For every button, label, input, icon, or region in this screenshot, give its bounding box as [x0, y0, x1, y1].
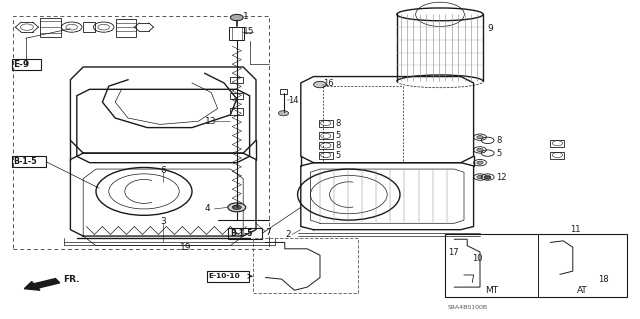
Text: 18: 18 — [598, 275, 609, 284]
Circle shape — [477, 175, 483, 179]
Bar — [12, 156, 46, 167]
Bar — [228, 228, 262, 239]
Bar — [83, 22, 95, 32]
Text: MT: MT — [484, 286, 498, 295]
Text: 5: 5 — [335, 151, 340, 160]
Text: 6: 6 — [161, 166, 166, 175]
Circle shape — [314, 81, 326, 88]
Bar — [230, 77, 243, 83]
Circle shape — [232, 205, 241, 210]
Text: FR.: FR. — [63, 275, 79, 284]
Circle shape — [228, 203, 246, 212]
Circle shape — [484, 175, 491, 179]
Text: S9A4B0100B: S9A4B0100B — [448, 305, 488, 310]
Text: 12: 12 — [496, 173, 506, 182]
Bar — [550, 152, 564, 159]
Text: 2: 2 — [285, 230, 291, 239]
Text: AT: AT — [577, 286, 588, 295]
Bar — [319, 152, 333, 159]
Bar — [253, 238, 358, 293]
Text: 3: 3 — [161, 217, 166, 226]
Circle shape — [484, 176, 491, 179]
Bar — [207, 271, 249, 282]
Text: 16: 16 — [323, 79, 334, 88]
Text: 14: 14 — [288, 96, 298, 105]
Bar — [280, 89, 287, 94]
Bar — [40, 18, 61, 37]
Bar — [12, 59, 41, 70]
Text: 8: 8 — [335, 141, 340, 150]
Circle shape — [230, 14, 243, 21]
Bar — [229, 27, 244, 40]
Text: B-1-5: B-1-5 — [13, 157, 37, 166]
Text: 19: 19 — [180, 243, 191, 252]
Bar — [13, 16, 269, 249]
Text: E-9: E-9 — [13, 60, 29, 69]
Circle shape — [477, 161, 483, 164]
Circle shape — [278, 111, 289, 116]
Text: 5: 5 — [496, 149, 501, 158]
Circle shape — [477, 148, 483, 152]
Text: 15: 15 — [243, 27, 255, 36]
Text: 4: 4 — [205, 204, 211, 213]
Text: 10: 10 — [472, 254, 483, 263]
Text: 7: 7 — [266, 228, 271, 237]
Text: 8: 8 — [496, 136, 501, 145]
Bar — [319, 120, 333, 127]
Text: B-1-5: B-1-5 — [230, 229, 252, 238]
Bar — [230, 93, 243, 99]
Bar — [319, 132, 333, 139]
Text: 9: 9 — [488, 24, 493, 33]
Bar — [319, 142, 333, 149]
Circle shape — [477, 136, 483, 139]
Text: 13: 13 — [205, 117, 216, 126]
Bar — [230, 108, 243, 115]
Text: 1: 1 — [243, 12, 249, 21]
Text: 8: 8 — [335, 119, 340, 128]
Text: 17: 17 — [448, 248, 459, 256]
Bar — [445, 234, 627, 297]
Bar — [116, 19, 136, 37]
Text: 5: 5 — [335, 131, 340, 140]
Text: 11: 11 — [570, 225, 580, 234]
FancyArrow shape — [24, 278, 60, 290]
Text: E-10-10: E-10-10 — [209, 273, 241, 279]
Bar — [550, 140, 564, 147]
